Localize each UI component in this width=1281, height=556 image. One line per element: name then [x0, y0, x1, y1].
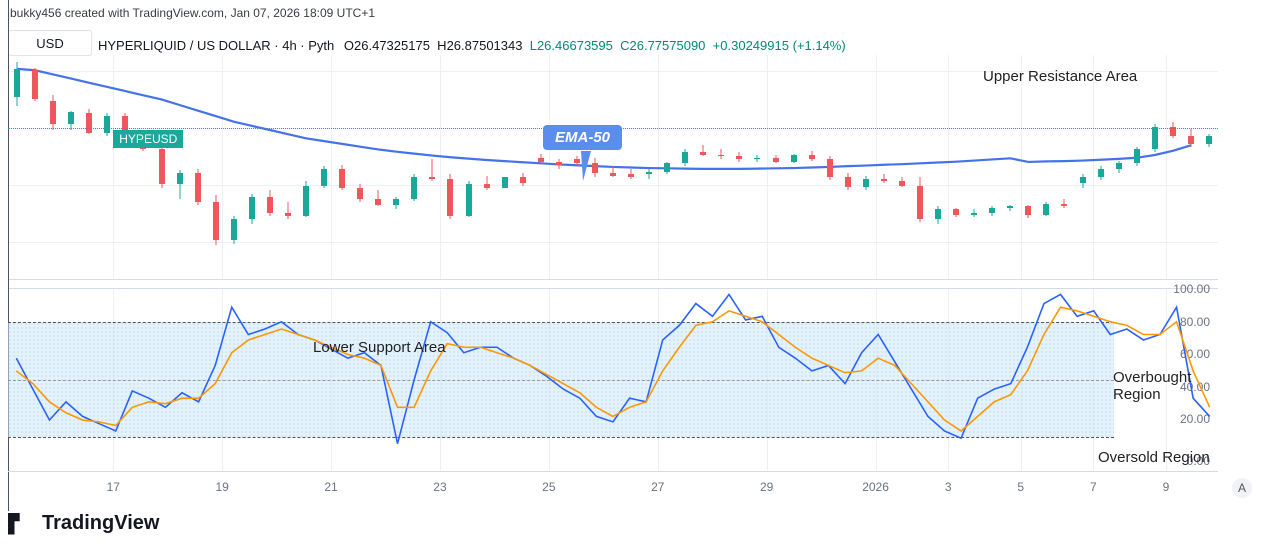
ohlc-low: L26.46673595: [526, 38, 613, 53]
candlestick-series[interactable]: [8, 55, 1218, 279]
date-axis-tick: 5: [1017, 480, 1024, 494]
upper-resistance-label: Upper Resistance Area: [983, 68, 1137, 85]
date-axis-tick: 2026: [862, 480, 889, 494]
date-axis-tick: 25: [542, 480, 555, 494]
rsi-axis-100: 100.00: [1173, 282, 1210, 296]
date-axis-tick: 19: [215, 480, 228, 494]
date-axis-right-button[interactable]: A: [1232, 478, 1252, 498]
tradingview-brand-logo: TradingView: [8, 512, 159, 535]
rsi-indicator-panel[interactable]: 100.00 80.00 60.00 40.00 20.00 0.00 Lowe…: [8, 288, 1218, 470]
symbol-name: HYPERLIQUID / US DOLLAR · 4h · Pyth: [98, 38, 334, 53]
price-chart-panel[interactable]: 28.00000000 26.00000000 24.00000000 22.0…: [8, 55, 1218, 280]
rsi-lines-svg: [8, 289, 308, 439]
symbol-legend: HYPERLIQUID / US DOLLAR · 4h · Pyth O26.…: [98, 38, 846, 53]
lower-support-label: Lower Support Area: [313, 339, 446, 356]
date-axis-tick: 3: [945, 480, 952, 494]
date-axis-tick: 9: [1163, 480, 1170, 494]
tradingview-logo-icon: [8, 513, 34, 535]
ohlc-change: +0.30249915 (+1.14%): [709, 38, 846, 53]
date-axis-tick: 17: [107, 480, 120, 494]
tradingview-chart-root: bukky456 created with TradingView.com, J…: [0, 0, 1281, 556]
tradingview-brand-text: TradingView: [42, 512, 159, 535]
date-axis-tick: 21: [324, 480, 337, 494]
ohlc-open: O26.47325175: [344, 38, 430, 53]
currency-unit-box: USD: [8, 30, 92, 56]
date-axis-tick: 29: [760, 480, 773, 494]
rsi-axis-20: 20.00: [1180, 412, 1210, 426]
overbought-region-label: Overbought Region: [1113, 369, 1218, 403]
ema50-label-callout: EMA-50: [543, 125, 622, 150]
date-axis-tick: 23: [433, 480, 446, 494]
date-axis-tick: 7: [1090, 480, 1097, 494]
rsi-left-divider: [8, 36, 9, 511]
watermark-text: bukky456 created with TradingView.com, J…: [10, 6, 375, 20]
ohlc-high: H26.87501343: [434, 38, 523, 53]
ohlc-close: C26.77575090: [617, 38, 706, 53]
rsi-axis-80: 80.00: [1180, 315, 1210, 329]
date-axis-tick: 27: [651, 480, 664, 494]
oversold-region-label: Oversold Region: [1098, 449, 1210, 466]
hypeusd-symbol-tag: HYPEUSD: [113, 130, 183, 148]
